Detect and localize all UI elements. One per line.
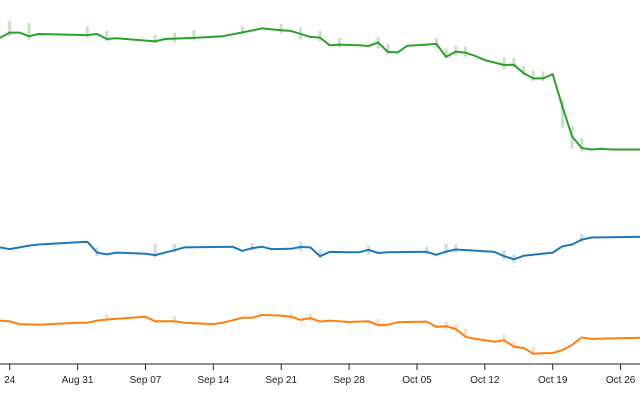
band-bar-0-22: [541, 71, 545, 81]
series-line-0: [0, 27, 640, 151]
band-bar-0-10: [318, 30, 322, 42]
x-tick-label: Sep 28: [333, 375, 365, 386]
x-tick-label: Sep 07: [130, 375, 162, 386]
band-bar-2-6: [454, 324, 458, 331]
band-bar-1-2: [173, 243, 176, 253]
band-bar-0-3: [105, 30, 109, 42]
band-bar-1-12: [580, 234, 584, 243]
x-tick-label: Oct 19: [538, 375, 568, 386]
band-bar-0-0: [8, 20, 12, 37]
band-bar-0-23: [560, 99, 564, 128]
band-bar-0-18: [502, 57, 506, 70]
band-bar-2-1: [173, 316, 176, 324]
x-tick-label: 24: [4, 375, 16, 386]
band-bar-0-5: [173, 32, 176, 43]
band-bar-0-4: [153, 34, 157, 44]
x-tick-label: Sep 21: [265, 375, 297, 386]
x-tick-label: Aug 31: [62, 375, 94, 386]
band-bar-0-17: [464, 46, 467, 57]
band-bar-0-13: [386, 43, 390, 55]
band-bar-2-8: [502, 334, 506, 344]
band-bar-0-21: [531, 70, 535, 81]
band-bar-0-7: [240, 26, 244, 35]
band-bar-1-5: [318, 249, 322, 258]
band-bar-2-10: [531, 346, 535, 355]
band-bar-0-15: [444, 48, 448, 58]
band-bar-2-4: [376, 319, 380, 327]
band-bar-1-1: [153, 243, 157, 258]
band-bar-2-9: [512, 341, 516, 349]
band-bar-2-5: [444, 321, 448, 329]
band-bar-0-11: [337, 37, 341, 48]
x-axis: 24 Aug 31 Sep 07 Sep 14 Sep 21 Sep 28 Oct 05 Oc…: [0, 363, 640, 386]
band-bar-2-7: [464, 329, 467, 339]
band-bar-0-19: [512, 58, 516, 68]
band-bar-0-20: [522, 65, 526, 76]
x-tick-label: Oct 05: [402, 375, 432, 386]
band-bar-1-3: [250, 243, 254, 251]
band-bar-0-2: [85, 26, 89, 38]
band-bar-0-25: [580, 138, 584, 152]
x-tick-label: Oct 12: [470, 375, 500, 386]
series-lines: [0, 27, 640, 355]
x-tick-label: Oct 26: [606, 375, 636, 386]
band-bar-0-1: [27, 22, 31, 40]
uncertainty-bars: [8, 20, 584, 355]
band-bar-2-0: [105, 314, 109, 322]
band-bar-0-8: [279, 23, 283, 34]
band-bar-1-8: [444, 243, 448, 255]
band-bar-0-6: [192, 29, 196, 41]
x-tick-label: Sep 14: [197, 375, 229, 386]
series-line-2: [0, 313, 640, 355]
band-bar-1-10: [502, 250, 506, 260]
series-line-1: [0, 235, 640, 261]
band-bar-1-7: [425, 246, 429, 255]
